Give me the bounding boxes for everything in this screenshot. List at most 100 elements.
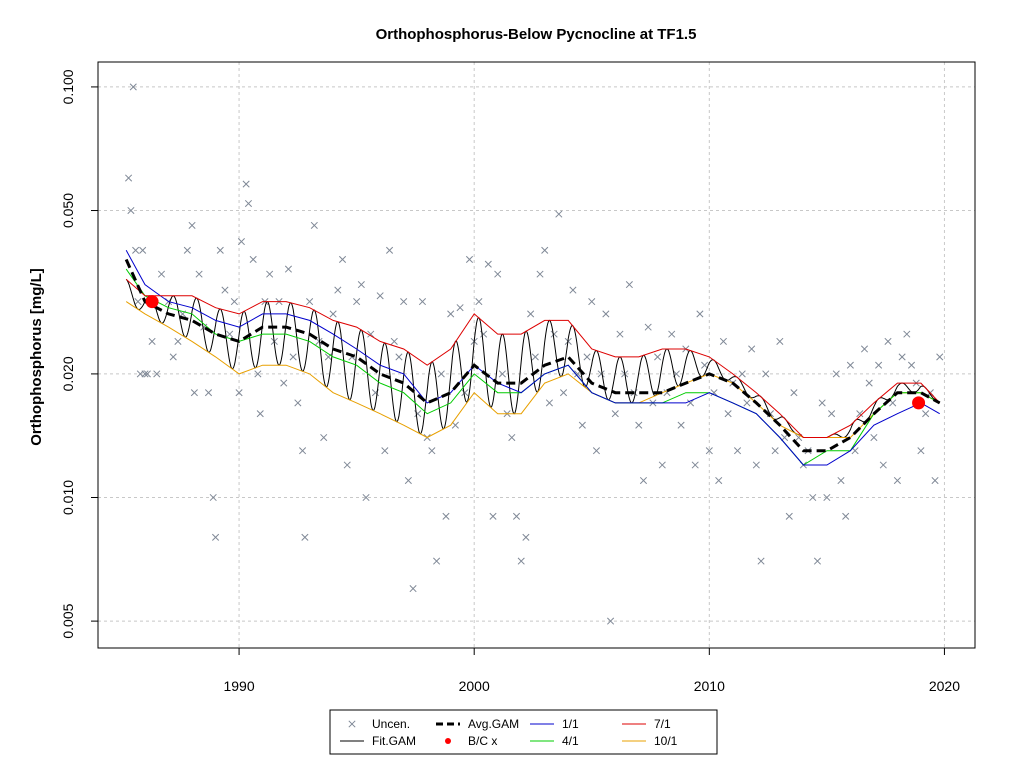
uncen-point-stroke bbox=[284, 265, 293, 273]
uncen-point bbox=[437, 370, 445, 378]
uncen-point-stroke bbox=[174, 337, 182, 345]
uncen-point-stroke bbox=[903, 330, 911, 338]
legend-label-uncen: Uncen. bbox=[372, 717, 410, 731]
uncen-point bbox=[226, 330, 234, 338]
uncen-point-stroke bbox=[127, 206, 135, 215]
uncen-point-stroke bbox=[221, 286, 229, 294]
uncen-point-stroke bbox=[522, 533, 530, 541]
uncen-point-stroke bbox=[256, 410, 264, 418]
uncen-point bbox=[153, 370, 161, 378]
legend-marker bbox=[348, 720, 356, 728]
uncen-point-stroke bbox=[569, 286, 577, 294]
uncen-point bbox=[188, 221, 196, 229]
uncen-point bbox=[221, 286, 229, 294]
uncen-point bbox=[860, 345, 869, 353]
uncen-point-stroke bbox=[289, 353, 297, 361]
uncen-point-stroke bbox=[244, 199, 253, 208]
uncen-point-stroke bbox=[306, 298, 314, 306]
uncen-point bbox=[837, 476, 845, 485]
uncen-point bbox=[701, 361, 709, 369]
uncen-point-stroke bbox=[433, 557, 441, 565]
uncen-point-stroke bbox=[153, 370, 161, 378]
uncen-point bbox=[254, 370, 262, 378]
uncen-point-stroke bbox=[752, 461, 760, 469]
uncen-point-stroke bbox=[129, 83, 137, 91]
uncen-point-stroke bbox=[512, 512, 521, 520]
uncen-point-stroke bbox=[395, 353, 403, 361]
uncen-point-stroke bbox=[686, 399, 695, 407]
uncen-point-stroke bbox=[865, 379, 873, 387]
uncen-point bbox=[376, 292, 384, 300]
uncen-point bbox=[249, 255, 257, 264]
uncen-point-stroke bbox=[230, 298, 238, 306]
uncen-point-stroke bbox=[893, 476, 901, 485]
uncen-point-stroke bbox=[216, 246, 224, 254]
uncen-point-stroke bbox=[828, 410, 836, 418]
uncen-point bbox=[696, 310, 704, 318]
uncen-point-stroke bbox=[611, 410, 619, 418]
uncen-point bbox=[442, 512, 450, 520]
uncen-point bbox=[527, 310, 535, 318]
uncen-point-stroke bbox=[301, 533, 309, 541]
uncen-point bbox=[433, 557, 441, 565]
uncen-point-stroke bbox=[832, 370, 840, 378]
uncen-point bbox=[578, 421, 586, 429]
uncen-point-stroke bbox=[484, 260, 492, 268]
uncen-point bbox=[903, 330, 911, 338]
uncen-point bbox=[129, 83, 137, 91]
uncen-point-stroke bbox=[724, 410, 732, 418]
uncen-point-stroke bbox=[190, 389, 198, 397]
uncen-point bbox=[494, 270, 502, 278]
legend-key-bc bbox=[445, 738, 451, 744]
legend-marker bbox=[445, 738, 451, 744]
uncen-point-stroke bbox=[353, 298, 361, 306]
uncen-point-stroke bbox=[936, 353, 944, 361]
uncen-point bbox=[174, 337, 182, 345]
y-tick-label: 0.010 bbox=[60, 480, 76, 515]
uncen-point-stroke bbox=[204, 389, 213, 397]
bc-points bbox=[145, 295, 926, 410]
uncen-point-stroke bbox=[480, 330, 488, 338]
uncen-point-stroke bbox=[517, 557, 525, 565]
uncen-point-stroke bbox=[559, 389, 568, 397]
uncen-point bbox=[141, 370, 149, 378]
uncen-point-stroke bbox=[242, 180, 250, 188]
uncen-point-stroke bbox=[299, 447, 307, 455]
uncen-point bbox=[367, 330, 375, 338]
uncen-point-stroke bbox=[447, 310, 455, 318]
legend-label-s10: 10/1 bbox=[654, 734, 678, 748]
uncen-point-stroke bbox=[409, 585, 417, 593]
uncen-point-stroke bbox=[437, 370, 445, 378]
plot-frame bbox=[97, 61, 976, 649]
uncen-point bbox=[898, 353, 906, 361]
uncen-point bbox=[639, 476, 648, 485]
uncen-point-stroke bbox=[428, 447, 436, 455]
uncen-point bbox=[922, 410, 930, 418]
uncen-point-stroke bbox=[125, 174, 133, 182]
uncen-point bbox=[785, 512, 793, 520]
legend-label-bc: B/C x bbox=[468, 734, 497, 748]
uncen-point bbox=[512, 512, 521, 520]
uncen-point-stroke bbox=[607, 617, 615, 625]
uncen-point bbox=[569, 286, 577, 294]
uncen-point bbox=[842, 512, 850, 520]
uncen-point bbox=[329, 310, 337, 318]
uncen-point-stroke bbox=[343, 461, 351, 469]
uncen-point bbox=[724, 410, 732, 418]
uncen-point bbox=[244, 199, 253, 208]
uncen-point bbox=[230, 298, 238, 306]
uncen-point bbox=[748, 345, 756, 353]
uncen-point-stroke bbox=[780, 433, 789, 442]
uncen-point bbox=[813, 557, 822, 565]
uncen-point-stroke bbox=[235, 389, 243, 397]
uncen-point bbox=[475, 298, 483, 306]
uncen-point-stroke bbox=[776, 337, 784, 345]
uncen-point-stroke bbox=[357, 281, 365, 289]
uncen-point-stroke bbox=[141, 370, 149, 378]
uncen-point bbox=[776, 337, 784, 345]
uncen-point bbox=[738, 370, 746, 378]
uncen-point bbox=[705, 447, 713, 455]
uncen-point bbox=[846, 361, 854, 369]
y-tick-label: 0.005 bbox=[60, 603, 76, 638]
uncen-point-stroke bbox=[733, 447, 742, 455]
